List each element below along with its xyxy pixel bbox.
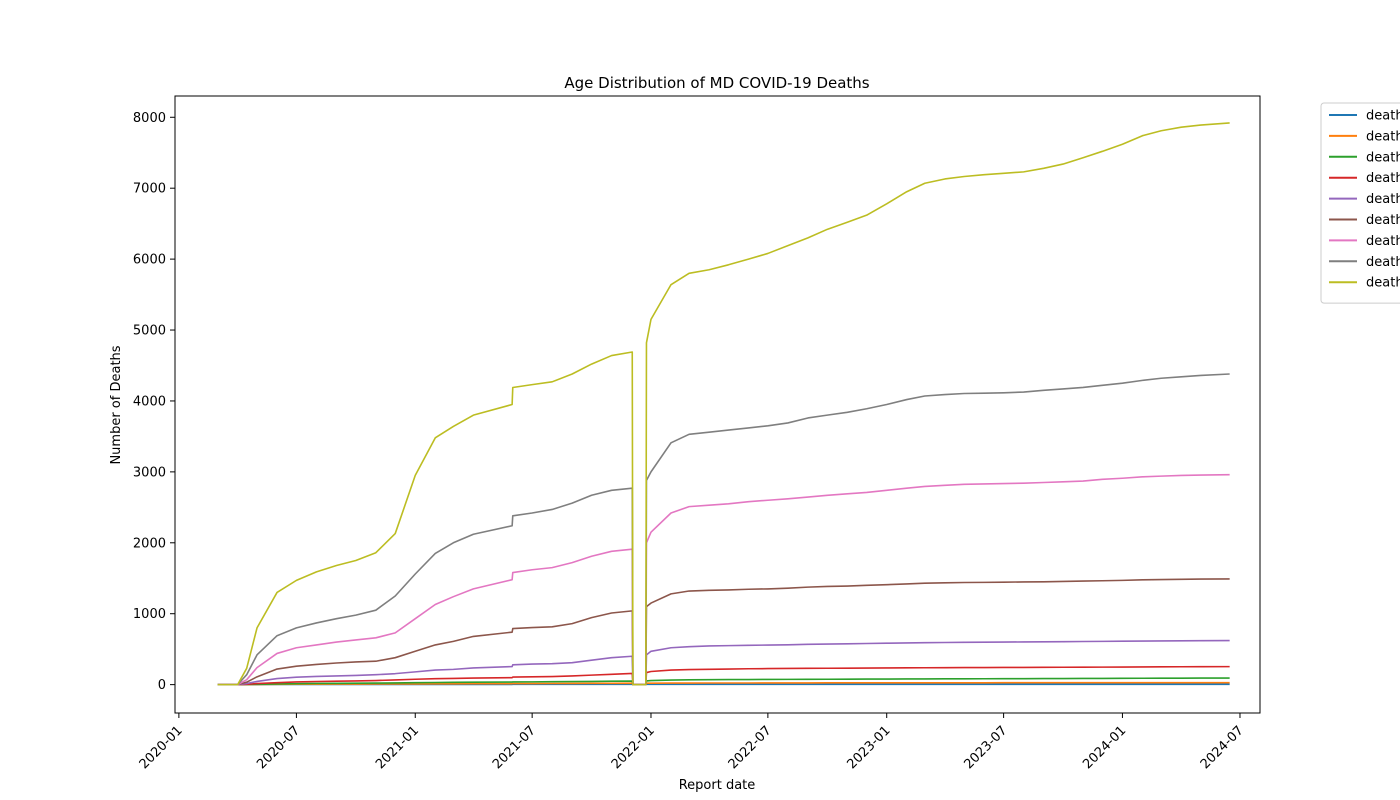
y-tick-label: 5000 xyxy=(133,324,166,339)
x-tick-label: 2024-01 xyxy=(1080,723,1129,772)
y-tick-label: 6000 xyxy=(133,253,166,268)
legend-label: death xyxy=(1366,255,1400,270)
y-tick-label: 2000 xyxy=(133,536,166,551)
series-line-2 xyxy=(217,681,1230,686)
y-tick-label: 7000 xyxy=(133,182,166,197)
legend-label: death xyxy=(1366,192,1400,207)
x-axis-label: Report date xyxy=(679,778,756,793)
series-line-9 xyxy=(217,122,1230,686)
y-tick-label: 0 xyxy=(158,678,166,693)
x-tick-label: 2023-01 xyxy=(845,723,894,772)
series-line-8 xyxy=(217,373,1230,686)
legend-label: death xyxy=(1366,276,1400,291)
series-line-7 xyxy=(217,473,1230,686)
x-tick-label: 2021-01 xyxy=(373,723,422,772)
legend-box xyxy=(1320,102,1400,304)
legend-label: death xyxy=(1366,109,1400,124)
series-line-3 xyxy=(217,677,1230,686)
x-tick-label: 2021-07 xyxy=(490,723,539,772)
x-tick-label: 2020-01 xyxy=(137,723,186,772)
legend-label: death xyxy=(1366,129,1400,144)
legend-label: death xyxy=(1366,213,1400,228)
y-tick-label: 3000 xyxy=(133,465,166,480)
y-axis: 0 1000 2000 3000 4000 5000 6000 7000 8000 xyxy=(133,111,175,693)
legend-label: death xyxy=(1366,150,1400,165)
x-tick-label: 2023-07 xyxy=(961,723,1010,772)
legend-label: death xyxy=(1366,171,1400,186)
y-tick-label: 1000 xyxy=(133,607,166,622)
x-axis: 2020-01 2020-07 2021-01 2021-07 2022-01 2022-… xyxy=(137,713,1247,772)
y-tick-label: 8000 xyxy=(133,111,166,126)
legend-label: death xyxy=(1366,234,1400,249)
series-line-6 xyxy=(217,578,1230,686)
series-line-5 xyxy=(217,639,1230,686)
chart-title: Age Distribution of MD COVID-19 Deaths xyxy=(564,74,869,92)
x-tick-label: 2022-01 xyxy=(609,723,658,772)
x-tick-label: 2022-07 xyxy=(726,723,775,772)
y-axis-label: Number of Deaths xyxy=(109,345,124,464)
x-tick-label: 2020-07 xyxy=(254,723,303,772)
series-layer xyxy=(217,122,1230,686)
series-line-4 xyxy=(217,665,1230,686)
x-tick-label: 2024-07 xyxy=(1198,723,1247,772)
y-tick-label: 4000 xyxy=(133,394,166,409)
legend: death death death death death death death death… xyxy=(1320,102,1400,304)
plot-frame xyxy=(174,95,1261,714)
